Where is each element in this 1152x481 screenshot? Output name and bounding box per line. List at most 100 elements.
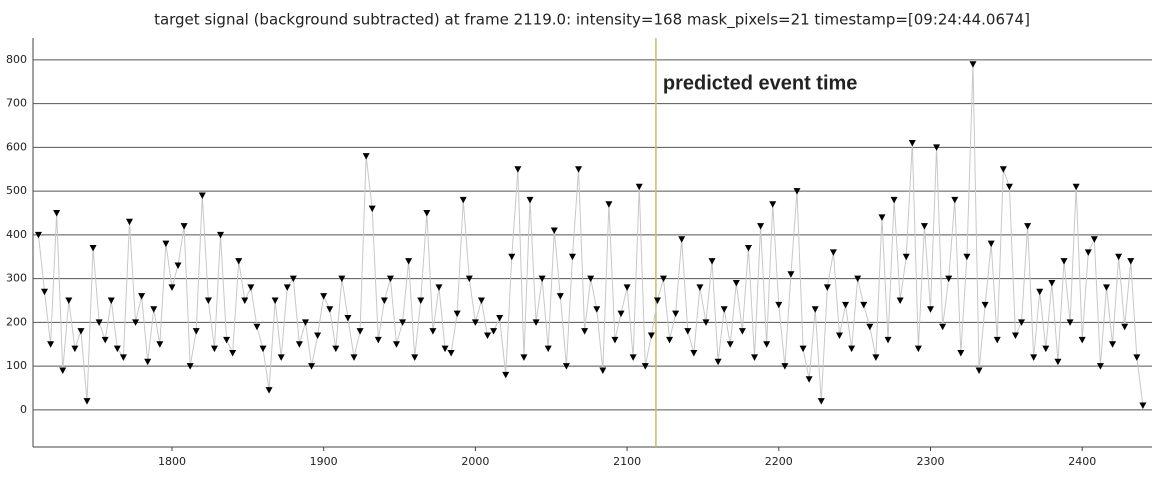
point-marker	[259, 345, 267, 353]
point-marker	[1060, 258, 1068, 265]
point-marker	[162, 240, 170, 248]
point-marker	[380, 297, 388, 304]
point-marker	[963, 253, 971, 261]
point-marker	[1030, 354, 1038, 361]
point-marker	[641, 363, 649, 370]
point-marker	[593, 306, 601, 313]
point-marker	[896, 297, 904, 304]
point-marker	[374, 336, 382, 344]
point-marker	[526, 196, 534, 204]
point-marker	[993, 336, 1001, 344]
point-marker	[508, 253, 516, 261]
point-marker	[732, 279, 740, 287]
point-marker	[107, 297, 115, 304]
point-marker	[71, 345, 79, 353]
point-marker	[720, 306, 728, 313]
point-marker	[1005, 183, 1013, 191]
point-marker	[144, 358, 152, 366]
point-marker	[53, 209, 61, 217]
point-marker	[1066, 319, 1074, 326]
point-marker	[860, 301, 868, 309]
point-marker	[587, 275, 595, 283]
point-marker	[89, 244, 97, 252]
point-marker	[1109, 341, 1117, 348]
point-marker	[1090, 236, 1098, 243]
point-marker	[265, 387, 273, 394]
point-marker	[987, 240, 995, 248]
point-marker	[951, 196, 959, 204]
point-marker	[198, 192, 206, 199]
y-tick-label: 200	[6, 315, 27, 328]
point-marker	[635, 183, 643, 191]
point-marker	[435, 284, 443, 291]
point-marker	[168, 284, 176, 291]
point-marker	[392, 341, 400, 348]
point-marker	[1024, 223, 1032, 230]
point-marker	[514, 166, 522, 173]
point-marker	[417, 297, 425, 304]
point-marker	[204, 297, 212, 304]
point-marker	[708, 258, 716, 265]
point-marker	[1018, 319, 1026, 326]
point-marker	[210, 345, 218, 353]
point-marker	[332, 345, 340, 353]
point-marker	[477, 297, 485, 304]
point-marker	[562, 363, 570, 370]
point-marker	[77, 328, 85, 335]
point-marker	[690, 349, 698, 357]
point-marker	[241, 297, 249, 304]
point-marker	[320, 293, 328, 300]
x-tick-label: 2200	[765, 455, 793, 468]
point-marker	[957, 349, 965, 357]
point-marker	[647, 332, 655, 339]
point-marker	[787, 271, 795, 278]
point-marker	[556, 293, 564, 300]
point-marker	[368, 205, 376, 213]
point-marker	[939, 323, 947, 331]
point-marker	[538, 275, 546, 283]
point-marker	[113, 345, 121, 353]
point-marker	[326, 306, 334, 313]
point-marker	[866, 323, 874, 331]
point-marker	[805, 376, 813, 383]
point-marker	[125, 218, 133, 226]
point-marker	[969, 61, 977, 68]
point-marker	[253, 323, 261, 331]
point-marker	[405, 258, 413, 265]
point-marker	[823, 284, 831, 291]
point-marker	[186, 363, 194, 370]
point-marker	[1121, 323, 1129, 331]
point-marker	[1139, 402, 1147, 409]
point-marker	[599, 367, 607, 374]
point-marker	[999, 166, 1007, 173]
point-marker	[174, 262, 182, 269]
point-marker	[751, 354, 759, 361]
point-marker	[247, 284, 255, 291]
point-marker	[156, 341, 164, 348]
point-marker	[817, 398, 825, 405]
point-marker	[362, 153, 370, 160]
x-tick-label: 2000	[461, 455, 489, 468]
point-marker	[441, 345, 449, 353]
point-marker	[617, 310, 625, 318]
point-marker	[1048, 279, 1056, 287]
point-marker	[484, 332, 492, 339]
point-marker	[1133, 354, 1141, 361]
point-marker	[295, 341, 303, 348]
point-marker	[678, 236, 686, 243]
point-marker	[884, 336, 892, 344]
point-marker	[629, 354, 637, 361]
point-marker	[502, 371, 510, 379]
point-marker	[429, 328, 437, 335]
chart-title: target signal (background subtracted) at…	[154, 11, 1030, 30]
x-tick-label: 1800	[158, 455, 186, 468]
point-marker	[235, 258, 243, 265]
point-marker	[775, 301, 783, 309]
point-marker	[920, 223, 928, 230]
point-marker	[878, 214, 886, 221]
point-marker	[659, 275, 667, 283]
point-marker	[738, 328, 746, 335]
point-marker	[623, 284, 631, 291]
x-tick-label: 1900	[310, 455, 338, 468]
